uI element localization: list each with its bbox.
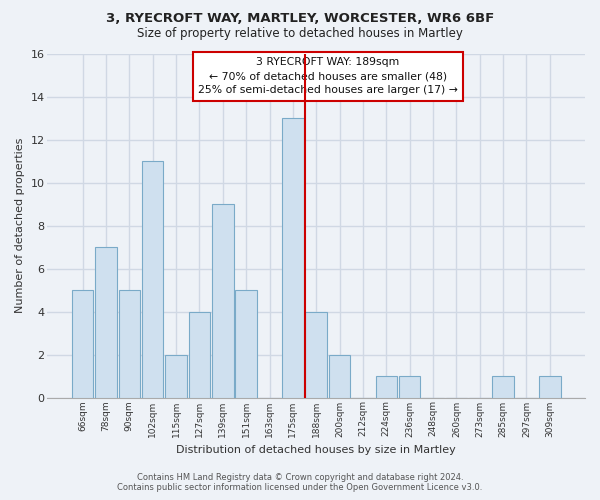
Bar — [305, 312, 327, 398]
Bar — [329, 354, 350, 398]
Text: Size of property relative to detached houses in Martley: Size of property relative to detached ho… — [137, 28, 463, 40]
Bar — [119, 290, 140, 398]
Y-axis label: Number of detached properties: Number of detached properties — [15, 138, 25, 314]
Bar — [235, 290, 257, 398]
Bar — [95, 247, 117, 398]
Bar — [72, 290, 94, 398]
Bar — [212, 204, 233, 398]
Bar — [376, 376, 397, 398]
Bar — [282, 118, 304, 398]
Text: 3, RYECROFT WAY, MARTLEY, WORCESTER, WR6 6BF: 3, RYECROFT WAY, MARTLEY, WORCESTER, WR6… — [106, 12, 494, 26]
Bar — [188, 312, 210, 398]
X-axis label: Distribution of detached houses by size in Martley: Distribution of detached houses by size … — [176, 445, 456, 455]
Bar — [493, 376, 514, 398]
Text: Contains HM Land Registry data © Crown copyright and database right 2024.
Contai: Contains HM Land Registry data © Crown c… — [118, 473, 482, 492]
Bar — [142, 162, 163, 398]
Bar — [166, 354, 187, 398]
Bar — [539, 376, 560, 398]
Text: 3 RYECROFT WAY: 189sqm
← 70% of detached houses are smaller (48)
25% of semi-det: 3 RYECROFT WAY: 189sqm ← 70% of detached… — [198, 57, 458, 95]
Bar — [399, 376, 421, 398]
